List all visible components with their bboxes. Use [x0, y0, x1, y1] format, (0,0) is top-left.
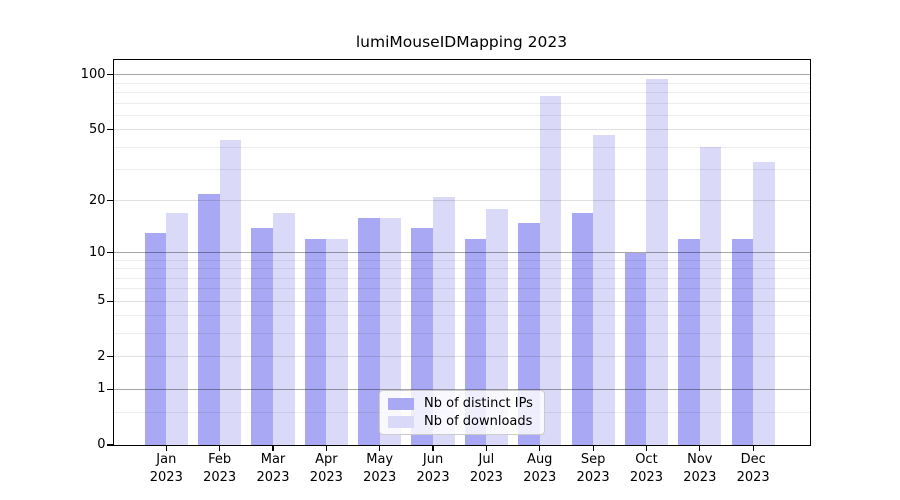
bar-downloads-nov: [699, 147, 722, 445]
bar-distinct-ips-dec: [731, 239, 754, 445]
y-tick-label-2: 2: [97, 348, 106, 364]
x-tick-apr: [325, 445, 327, 451]
x-tick-label-jan: Jan 2023: [149, 452, 183, 485]
bar-distinct-ips-apr: [304, 239, 327, 445]
legend-label-distinct-ips: Nb of distinct IPs: [424, 396, 533, 411]
x-tick-label-may: May 2023: [363, 452, 397, 485]
x-tick-oct: [645, 445, 648, 451]
x-tick-label-aug: Aug 2023: [523, 452, 557, 485]
y-tick-50: [106, 129, 114, 131]
x-tick-jun: [432, 445, 434, 451]
bar-downloads-oct: [646, 78, 669, 445]
bar-distinct-ips-jan: [144, 233, 167, 445]
x-tick-label-oct: Oct 2023: [629, 452, 663, 485]
gridline-y-100: [113, 74, 810, 76]
x-tick-label-jul: Jul 2023: [469, 452, 503, 485]
y-tick-label-5: 5: [97, 293, 106, 309]
y-tick-20: [106, 200, 114, 202]
legend-label-downloads: Nb of downloads: [424, 414, 533, 429]
y-tick-0: [106, 444, 114, 446]
bar-downloads-aug: [539, 95, 562, 445]
x-tick-mar: [272, 445, 274, 451]
bar-downloads-feb: [219, 139, 242, 445]
y-tick-100: [106, 74, 114, 76]
legend-row-downloads: Nb of downloads: [388, 414, 536, 429]
x-tick-nov: [699, 445, 701, 451]
bar-downloads-may: [379, 217, 402, 445]
legend: Nb of distinct IPs Nb of downloads: [379, 390, 545, 435]
y-tick-label-10: 10: [88, 244, 106, 260]
x-tick-label-nov: Nov 2023: [683, 452, 717, 485]
bar-downloads-dec: [753, 162, 775, 445]
gridline-y-50: [113, 129, 810, 131]
legend-swatch-downloads: [388, 415, 414, 428]
gridline-y-90: [113, 82, 810, 84]
x-tick-label-mar: Mar 2023: [256, 452, 290, 485]
x-tick-feb: [219, 445, 221, 451]
y-tick-label-100: 100: [80, 66, 106, 82]
bar-distinct-ips-may: [358, 217, 380, 445]
x-tick-may: [379, 445, 381, 451]
x-tick-label-dec: Dec 2023: [736, 452, 770, 485]
gridline-y-80: [113, 92, 810, 94]
legend-row-distinct-ips: Nb of distinct IPs: [388, 396, 536, 411]
chart-title: lumiMouseIDMapping 2023: [355, 33, 568, 51]
bar-distinct-ips-nov: [678, 239, 700, 445]
bar-downloads-jul: [486, 208, 508, 445]
y-tick-label-20: 20: [88, 192, 106, 208]
bar-distinct-ips-mar: [251, 227, 273, 445]
bar-downloads-jun: [433, 197, 455, 445]
x-tick-aug: [539, 445, 541, 451]
bar-distinct-ips-sep: [571, 213, 594, 445]
y-tick-1: [106, 388, 114, 390]
x-tick-jul: [485, 445, 487, 451]
y-tick-label-50: 50: [88, 121, 106, 137]
y-tick-2: [106, 356, 114, 358]
bar-distinct-ips-aug: [518, 222, 540, 445]
gridline-y-70: [113, 102, 810, 104]
bar-downloads-jan: [166, 213, 188, 445]
legend-swatch-distinct-ips: [388, 397, 414, 410]
bar-distinct-ips-feb: [198, 193, 220, 445]
bar-downloads-sep: [593, 134, 615, 445]
y-tick-10: [106, 252, 114, 254]
y-tick-5: [106, 300, 114, 302]
x-tick-label-jun: Jun 2023: [416, 452, 450, 485]
x-tick-label-sep: Sep 2023: [576, 452, 610, 485]
y-tick-label-1: 1: [97, 381, 106, 397]
bar-distinct-ips-oct: [624, 252, 647, 445]
bar-downloads-mar: [273, 213, 295, 445]
gridline-y-60: [113, 114, 810, 116]
x-tick-label-apr: Apr 2023: [309, 452, 343, 485]
x-tick-label-feb: Feb 2023: [203, 452, 237, 485]
x-tick-dec: [752, 445, 754, 451]
y-tick-label-0: 0: [97, 437, 106, 452]
x-tick-sep: [592, 445, 594, 451]
x-tick-jan: [165, 445, 167, 451]
bar-downloads-apr: [326, 239, 348, 445]
